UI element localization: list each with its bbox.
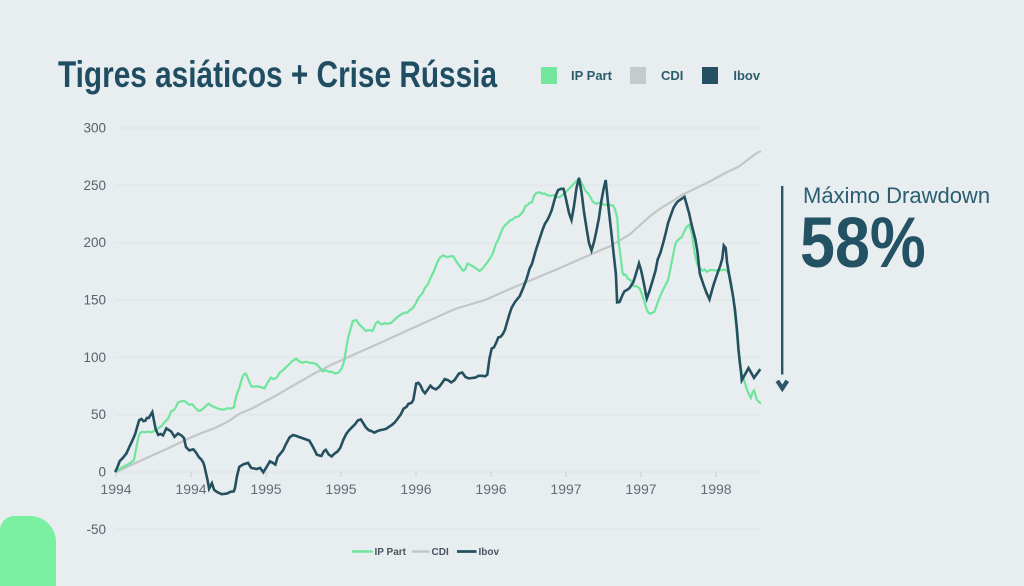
svg-text:1995: 1995 bbox=[325, 481, 356, 497]
svg-text:1997: 1997 bbox=[625, 481, 656, 497]
svg-text:1996: 1996 bbox=[400, 481, 431, 497]
svg-text:50: 50 bbox=[91, 407, 106, 422]
svg-text:1996: 1996 bbox=[475, 481, 506, 497]
svg-text:CDI: CDI bbox=[432, 547, 449, 558]
svg-text:1998: 1998 bbox=[700, 481, 731, 497]
svg-text:250: 250 bbox=[83, 178, 106, 193]
svg-text:-50: -50 bbox=[86, 522, 106, 537]
svg-text:Ibov: Ibov bbox=[479, 547, 500, 558]
svg-text:1994: 1994 bbox=[100, 481, 131, 497]
svg-text:1997: 1997 bbox=[550, 481, 581, 497]
svg-text:IP Part: IP Part bbox=[375, 547, 407, 558]
svg-text:150: 150 bbox=[83, 293, 106, 308]
svg-text:1994: 1994 bbox=[175, 481, 206, 497]
svg-text:300: 300 bbox=[83, 121, 106, 136]
svg-text:0: 0 bbox=[98, 465, 106, 480]
svg-text:200: 200 bbox=[83, 235, 106, 250]
svg-text:100: 100 bbox=[83, 350, 106, 365]
svg-text:1995: 1995 bbox=[250, 481, 281, 497]
